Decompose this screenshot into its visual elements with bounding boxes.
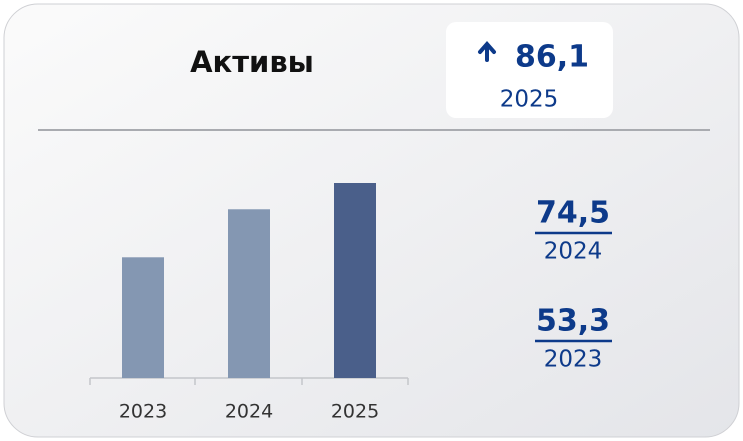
value-year: 2023: [544, 347, 603, 373]
x-tick-label: 2025: [331, 401, 379, 423]
highlight-value: 86,1: [515, 40, 589, 75]
bar: [334, 183, 376, 378]
value-label: 53,3: [536, 304, 610, 339]
card-title: Активы: [190, 45, 314, 79]
x-tick-label: 2024: [225, 401, 273, 423]
value-label: 74,5: [536, 196, 610, 231]
highlight-year: 2025: [500, 87, 559, 113]
bar: [228, 209, 270, 378]
bar: [122, 257, 164, 378]
arrow-up-icon: [478, 40, 496, 62]
x-tick-label: 2023: [119, 401, 167, 423]
value-year: 2024: [544, 239, 603, 265]
